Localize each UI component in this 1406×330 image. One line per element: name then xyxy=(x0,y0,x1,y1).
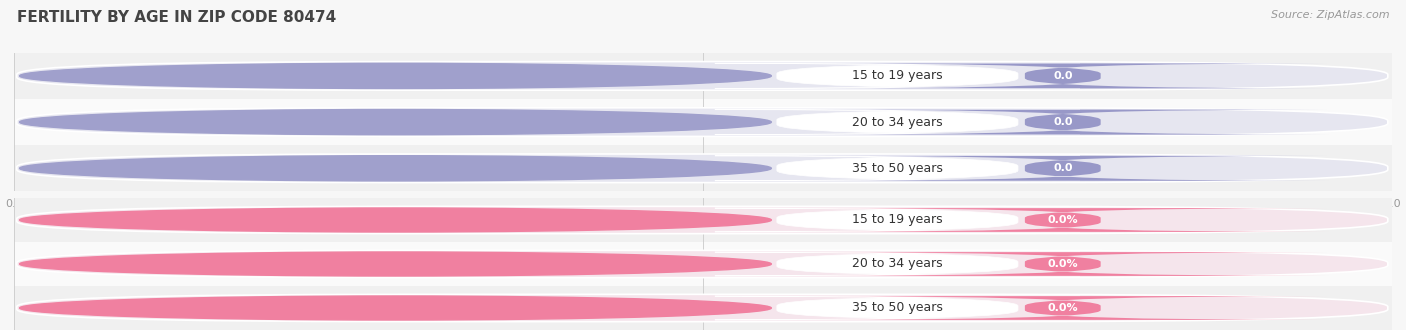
Circle shape xyxy=(20,63,772,88)
Text: 20 to 34 years: 20 to 34 years xyxy=(852,257,943,271)
Text: 35 to 50 years: 35 to 50 years xyxy=(852,302,943,314)
FancyBboxPatch shape xyxy=(14,198,1392,242)
FancyBboxPatch shape xyxy=(17,294,1388,322)
FancyBboxPatch shape xyxy=(17,62,1388,90)
FancyBboxPatch shape xyxy=(14,53,1392,99)
FancyBboxPatch shape xyxy=(14,99,1392,145)
Text: 15 to 19 years: 15 to 19 years xyxy=(852,69,943,82)
FancyBboxPatch shape xyxy=(714,252,1080,276)
Text: 35 to 50 years: 35 to 50 years xyxy=(852,162,943,175)
FancyBboxPatch shape xyxy=(797,252,1329,276)
FancyBboxPatch shape xyxy=(714,296,1080,320)
Text: 20 to 34 years: 20 to 34 years xyxy=(852,115,943,129)
Text: 0.0: 0.0 xyxy=(1053,71,1073,81)
Text: 0.0: 0.0 xyxy=(1053,163,1073,173)
Text: 0.0%: 0.0% xyxy=(1047,303,1078,313)
FancyBboxPatch shape xyxy=(17,206,1388,234)
Circle shape xyxy=(20,156,772,181)
FancyBboxPatch shape xyxy=(17,250,1388,278)
Text: 0.0: 0.0 xyxy=(1053,117,1073,127)
FancyBboxPatch shape xyxy=(14,286,1392,330)
FancyBboxPatch shape xyxy=(714,208,1080,232)
Text: 0.0%: 0.0% xyxy=(1047,215,1078,225)
FancyBboxPatch shape xyxy=(797,63,1329,88)
FancyBboxPatch shape xyxy=(714,63,1080,88)
FancyBboxPatch shape xyxy=(797,296,1329,320)
Text: 0.0%: 0.0% xyxy=(1047,259,1078,269)
FancyBboxPatch shape xyxy=(17,108,1388,136)
Circle shape xyxy=(20,110,772,135)
Circle shape xyxy=(20,296,772,320)
FancyBboxPatch shape xyxy=(14,242,1392,286)
FancyBboxPatch shape xyxy=(797,208,1329,232)
Text: 15 to 19 years: 15 to 19 years xyxy=(852,214,943,226)
FancyBboxPatch shape xyxy=(14,145,1392,191)
Circle shape xyxy=(20,208,772,232)
FancyBboxPatch shape xyxy=(797,156,1329,181)
FancyBboxPatch shape xyxy=(797,110,1329,135)
Text: Source: ZipAtlas.com: Source: ZipAtlas.com xyxy=(1271,10,1389,20)
FancyBboxPatch shape xyxy=(17,154,1388,182)
Text: FERTILITY BY AGE IN ZIP CODE 80474: FERTILITY BY AGE IN ZIP CODE 80474 xyxy=(17,10,336,25)
Circle shape xyxy=(20,252,772,276)
FancyBboxPatch shape xyxy=(714,156,1080,181)
FancyBboxPatch shape xyxy=(714,110,1080,135)
